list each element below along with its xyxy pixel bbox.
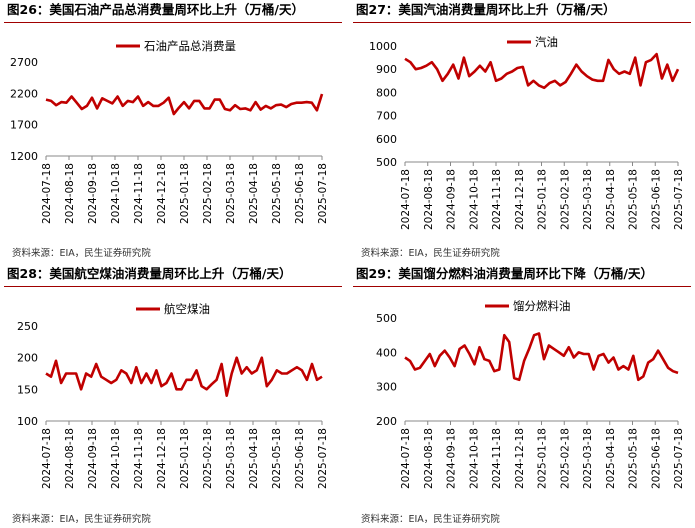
- source-note: 资料来源：EIA，民生证券研究院: [361, 514, 500, 525]
- x-tick-label: 2024-12-18: [514, 428, 526, 489]
- x-tick-label: 2025-03-18: [225, 428, 237, 489]
- x-tick-label: 2025-02-18: [202, 428, 214, 489]
- legend-label: 汽油: [535, 35, 558, 49]
- x-tick-label: 2025-05-18: [271, 428, 283, 489]
- x-tick-label: 2025-02-18: [202, 163, 214, 224]
- y-tick-label: 600: [376, 133, 397, 146]
- y-tick-label: 400: [376, 346, 397, 359]
- chart-title: 图29：美国馏分燃料油消费量周环比下降（万桶/天）: [356, 266, 653, 281]
- x-tick-label: 2024-09-18: [87, 163, 99, 224]
- x-tick-label: 2025-01-18: [179, 428, 191, 489]
- x-tick-label: 2024-11-18: [133, 428, 145, 489]
- chart-panel-jet-fuel: 图28：美国航空煤油消费量周环比上升（万桶/天） 100 150 200 250 202…: [4, 266, 344, 528]
- series-line: [45, 356, 323, 397]
- title-divider: [353, 286, 691, 287]
- chart-svg: 500 600 700 800 900 1000 2024-07-18 2024-08-18 2…: [369, 35, 685, 230]
- y-tick-label: 700: [376, 110, 397, 123]
- y-tick-label: 500: [376, 312, 397, 325]
- chart-title: 图28：美国航空煤油消费量周环比上升（万桶/天）: [7, 266, 292, 281]
- y-tick-label: 250: [17, 320, 38, 333]
- x-tick-label: 2025-02-18: [559, 428, 571, 489]
- x-tick-label: 2024-07-18: [41, 163, 53, 224]
- x-tick-label: 2024-09-18: [446, 428, 458, 489]
- y-tick-label: 100: [17, 415, 38, 428]
- legend-label: 航空煤油: [164, 302, 210, 316]
- source-note: 资料来源：EIA，民生证券研究院: [12, 514, 151, 525]
- x-tick-label: 2024-10-18: [110, 428, 122, 489]
- legend-label: 石油产品总消费量: [144, 39, 236, 53]
- x-tick-label: 2025-01-18: [537, 428, 549, 489]
- x-tick-label: 2025-03-18: [582, 428, 594, 489]
- chart-panel-petroleum: 图26：美国石油产品总消费量周环比上升（万桶/天） 1200 1700 2200 27…: [4, 2, 344, 264]
- x-tick-label: 2025-04-18: [248, 163, 260, 224]
- x-tick-label: 2025-05-18: [628, 428, 640, 489]
- x-tick-label: 2024-08-18: [64, 428, 76, 489]
- y-tick-label: 200: [17, 352, 38, 365]
- x-tick-label: 2025-04-18: [248, 428, 260, 489]
- y-tick-label: 800: [376, 86, 397, 99]
- x-tick-label: 2024-12-18: [156, 428, 168, 489]
- x-tick-label: 2024-08-18: [423, 428, 435, 489]
- y-tick-label: 1700: [10, 119, 38, 132]
- y-tick-label: 2700: [10, 56, 38, 69]
- y-tick-label: 150: [17, 383, 38, 396]
- x-tick-label: 2025-05-18: [628, 169, 640, 230]
- x-tick-label: 2025-06-18: [650, 428, 662, 489]
- x-tick-label: 2024-08-18: [423, 169, 435, 230]
- series-line: [45, 93, 324, 116]
- source-note: 资料来源：EIA，民生证券研究院: [361, 248, 500, 259]
- x-tick-label: 2024-10-18: [110, 163, 122, 224]
- x-tick-label: 2025-05-18: [271, 163, 283, 224]
- x-tick-label: 2025-06-18: [294, 428, 306, 489]
- x-tick-label: 2025-06-18: [294, 163, 306, 224]
- x-tick-label: 2025-01-18: [537, 169, 549, 230]
- x-tick-label: 2025-03-18: [225, 163, 237, 224]
- y-tick-label: 500: [376, 156, 397, 169]
- chart-title: 图27：美国汽油消费量周环比上升（万桶/天）: [356, 2, 616, 17]
- y-tick-label: 1200: [10, 150, 38, 163]
- x-tick-label: 2024-11-18: [491, 428, 503, 489]
- x-tick-label: 2024-12-18: [514, 169, 526, 230]
- series-line: [404, 52, 680, 90]
- x-tick-label: 2024-08-18: [64, 163, 76, 224]
- y-tick-label: 300: [376, 381, 397, 394]
- x-tick-label: 2025-07-18: [317, 163, 329, 224]
- series-line: [404, 332, 679, 382]
- x-tick-label: 2025-07-18: [673, 428, 685, 489]
- chart-panel-distillate: 图29：美国馏分燃料油消费量周环比下降（万桶/天） 200 300 400 500 20…: [353, 266, 693, 528]
- x-tick-label: 2024-12-18: [156, 163, 168, 224]
- chart-panel-gasoline: 图27：美国汽油消费量周环比上升（万桶/天） 500 600 700 800 900 10…: [353, 2, 693, 264]
- chart-svg: 1200 1700 2200 2700 2024-07-18 2024-08-18 2024…: [10, 39, 329, 224]
- x-tick-label: 2025-04-18: [605, 169, 617, 230]
- x-tick-label: 2024-07-18: [41, 428, 53, 489]
- x-tick-label: 2024-09-18: [87, 428, 99, 489]
- y-tick-label: 1000: [369, 40, 397, 53]
- x-tick-label: 2024-10-18: [468, 169, 480, 230]
- x-tick-label: 2025-06-18: [650, 169, 662, 230]
- chart-svg: 100 150 200 250 2024-07-18 2024-08-18 2024-09-…: [17, 302, 329, 489]
- chart-title: 图26：美国石油产品总消费量周环比上升（万桶/天）: [7, 2, 304, 17]
- x-tick-label: 2025-03-18: [582, 169, 594, 230]
- x-tick-label: 2025-02-18: [559, 169, 571, 230]
- y-tick-label: 200: [376, 415, 397, 428]
- x-tick-label: 2024-10-18: [468, 428, 480, 489]
- x-tick-label: 2025-01-18: [179, 163, 191, 224]
- title-divider: [353, 22, 691, 23]
- x-tick-label: 2024-09-18: [446, 169, 458, 230]
- title-divider: [4, 286, 342, 287]
- title-divider: [4, 22, 342, 23]
- x-tick-label: 2024-11-18: [491, 169, 503, 230]
- x-tick-label: 2025-07-18: [317, 428, 329, 489]
- y-tick-label: 2200: [10, 87, 38, 100]
- legend-label: 馏分燃料油: [513, 299, 571, 313]
- x-tick-label: 2024-07-18: [400, 428, 412, 489]
- x-tick-label: 2024-11-18: [133, 163, 145, 224]
- x-tick-label: 2025-07-18: [673, 169, 685, 230]
- chart-svg: 200 300 400 500 2024-07-18 2024-08-18 2024-09-…: [376, 299, 685, 489]
- y-tick-label: 900: [376, 63, 397, 76]
- source-note: 资料来源：EIA，民生证券研究院: [12, 248, 151, 259]
- x-tick-label: 2024-07-18: [400, 169, 412, 230]
- x-tick-label: 2025-04-18: [605, 428, 617, 489]
